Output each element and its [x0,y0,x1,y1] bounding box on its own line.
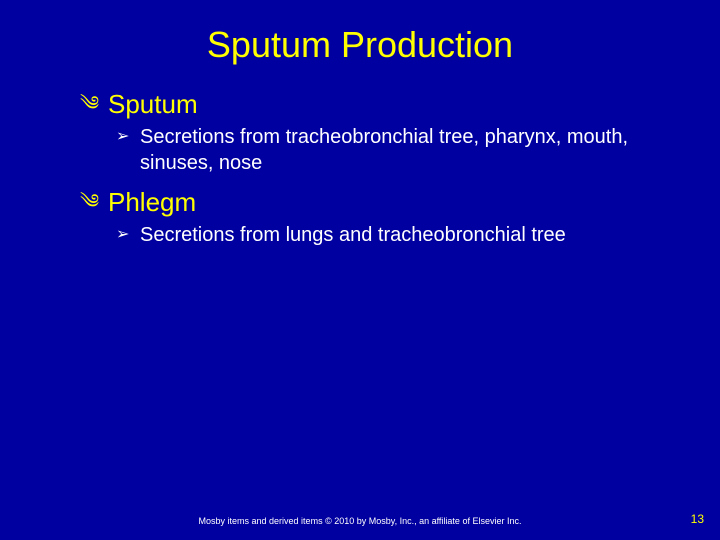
copyright-text: Mosby items and derived items © 2010 by … [0,516,720,526]
bullet-icon: ༄ [80,186,108,218]
list-item: ༄ Phlegm [80,186,660,218]
bullet-icon: ༄ [80,88,108,120]
list-subitem: ➢ Secretions from lungs and tracheobronc… [116,222,660,248]
list-subitem: ➢ Secretions from tracheobronchial tree,… [116,124,660,176]
list-item-label: Phlegm [108,186,196,218]
slide-content: ༄ Sputum ➢ Secretions from tracheobronch… [0,76,720,248]
page-number: 13 [691,512,704,526]
list-subitem-text: Secretions from tracheobronchial tree, p… [140,124,660,176]
list-item-label: Sputum [108,88,198,120]
slide-title: Sputum Production [0,0,720,76]
slide: Sputum Production ༄ Sputum ➢ Secretions … [0,0,720,540]
arrow-icon: ➢ [116,222,140,248]
list-subitem-text: Secretions from lungs and tracheobronchi… [140,222,566,248]
list-item: ༄ Sputum [80,88,660,120]
arrow-icon: ➢ [116,124,140,150]
